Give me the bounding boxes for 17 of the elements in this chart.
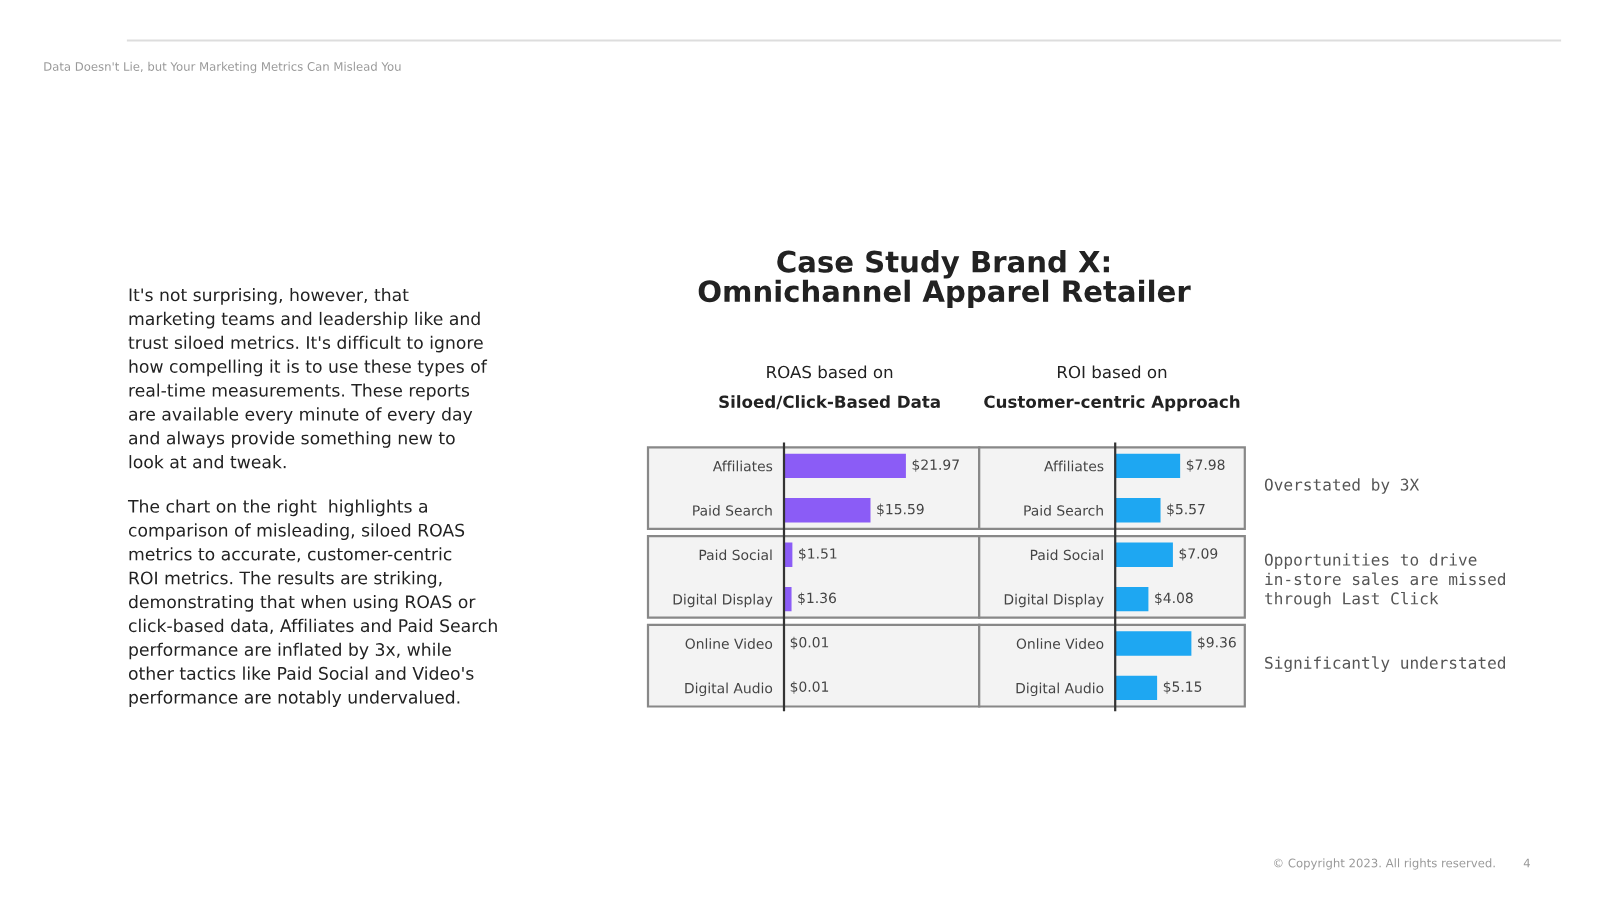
bar — [1115, 631, 1192, 656]
bar — [784, 586, 792, 612]
bar — [1115, 453, 1181, 479]
bar — [784, 453, 906, 479]
bar — [1115, 586, 1149, 612]
chart-subtitle: ROI based on Customer-centric Approach — [984, 365, 1240, 412]
text: Significantly understated — [1265, 656, 1505, 673]
chart-title: Case Study Brand X: Omnichannel Apparel Retailer — [698, 250, 1191, 308]
text: Overstated by 3X — [1264, 478, 1420, 494]
chart-subtitle: ROAS based on Siloed/Click-Based Data — [719, 365, 940, 410]
bar — [1115, 498, 1161, 523]
text: The chart on the right highlights a comparison of misleading, siloed ROAS metrics to accurate, customer-centric ROI metrics. The results are striking, demonstrating that when using ROAS or click-based data, Affiliates and Paid Search performance are inflated by 3x, while other tactics like Paid Social and Video's performance are notably undervalued. — [127, 499, 497, 708]
bar — [1115, 542, 1173, 567]
text: It's not surprising, however, that marketing teams and leadership like and trust siloed metrics. It's difficult to ignore how compelling it is to use these types of real-time measurements. These reports are available every minute of every day and always provide something new to look at and tweak. — [128, 288, 488, 469]
text: Opportunities to drive in-store sales are missed through Last Click — [1264, 553, 1505, 608]
bar — [784, 498, 871, 523]
bar — [1115, 675, 1158, 701]
